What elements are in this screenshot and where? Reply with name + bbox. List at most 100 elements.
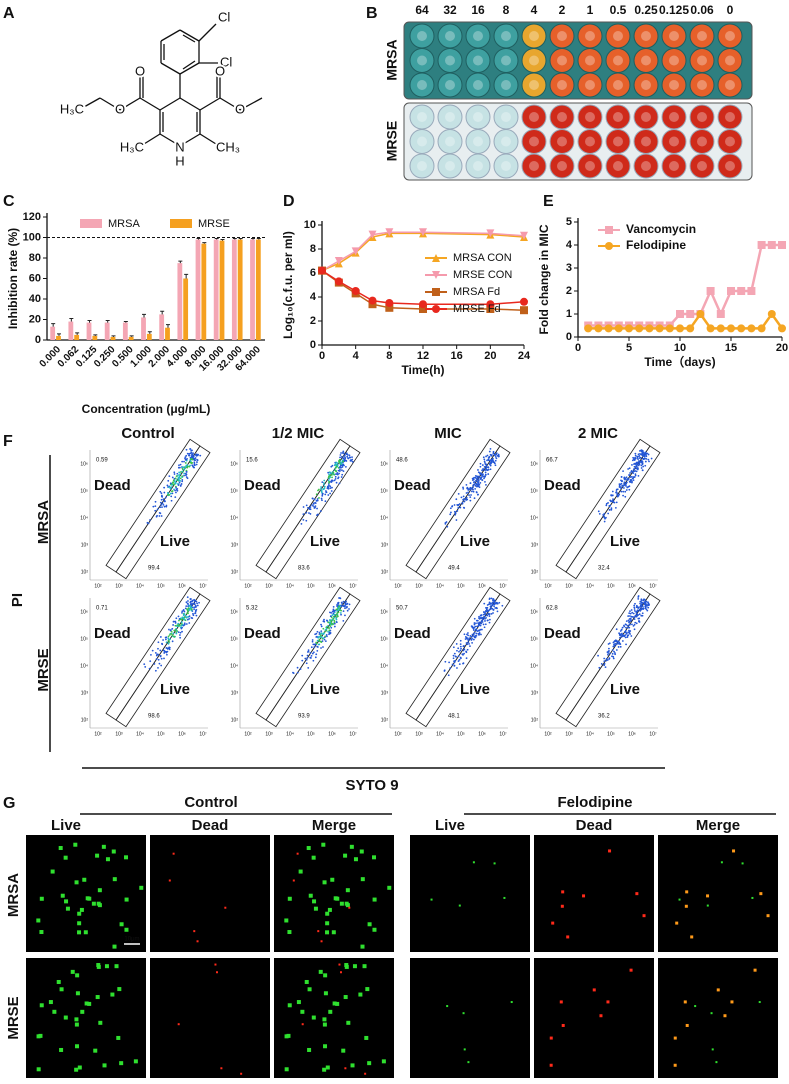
marker: [520, 306, 528, 315]
event-dot: [179, 473, 182, 476]
event-dot: [629, 619, 632, 622]
event-dot: [183, 618, 186, 621]
marker: [635, 324, 644, 333]
event-dot: [313, 646, 316, 648]
event-dot: [305, 658, 308, 661]
marker: [419, 305, 427, 313]
event-dot: [348, 603, 351, 606]
gate-dead: [265, 445, 361, 580]
flow-y-tick: 10²: [531, 717, 539, 723]
event-dot: [612, 655, 615, 658]
event-dot: [637, 598, 640, 600]
event-dot: [318, 631, 321, 634]
event-dot: [473, 617, 476, 620]
event-dot: [340, 476, 343, 478]
event-dot: [636, 467, 639, 470]
event-dot: [177, 476, 180, 479]
event-dot: [193, 464, 196, 467]
event-dot: [643, 601, 645, 604]
event-dot: [481, 621, 484, 623]
event-dot: [468, 494, 470, 497]
bar: [195, 239, 201, 340]
event-dot: [464, 636, 467, 638]
legend-marker: [432, 288, 440, 296]
live-cell: [105, 857, 110, 862]
event-dot: [187, 600, 189, 602]
event-dot: [463, 645, 465, 647]
event-dot: [603, 660, 606, 663]
event-dot: [634, 621, 637, 624]
gate-live: [255, 438, 351, 573]
event-dot: [315, 653, 318, 656]
live-cell: [304, 979, 309, 984]
event-dot: [472, 627, 475, 629]
live-cell: [36, 1067, 41, 1072]
event-dot: [634, 602, 636, 605]
event-dot: [612, 645, 615, 648]
bar: [237, 239, 243, 340]
dead-cell: [215, 971, 218, 974]
event-dot: [149, 660, 152, 663]
event-dot: [628, 467, 631, 470]
event-dot: [452, 654, 455, 657]
event-dot: [308, 508, 311, 511]
y-tick-label: 0: [35, 334, 41, 346]
event-dot: [185, 474, 187, 477]
dead-cell: [317, 930, 320, 933]
event-dot: [168, 641, 171, 643]
event-dot: [638, 463, 641, 466]
event-dot: [647, 458, 650, 461]
flow-y-tick: 10⁵: [380, 488, 388, 494]
event-dot: [614, 639, 616, 642]
flow-y-tick: 10⁴: [530, 663, 538, 669]
bar: [56, 335, 61, 340]
event-dot: [457, 660, 460, 662]
event-dot: [167, 639, 170, 642]
error-bar: [214, 238, 219, 240]
gate-label: Dead: [394, 625, 431, 642]
event-dot: [161, 643, 164, 646]
legend-label: Vancomycin: [626, 222, 696, 236]
event-dot: [179, 466, 181, 469]
event-dot: [489, 618, 491, 621]
bond: [179, 29, 200, 42]
event-dot: [490, 454, 493, 457]
marker: [614, 324, 623, 333]
live-cell: [372, 927, 377, 932]
y-axis-label: Inhibition rate (%): [6, 228, 20, 329]
event-dot: [171, 627, 174, 630]
event-dot: [318, 638, 321, 641]
event-dot: [632, 612, 635, 615]
event-dot: [613, 501, 616, 504]
event-dot: [349, 459, 352, 462]
event-dot: [327, 494, 330, 496]
live-cell: [467, 1061, 470, 1064]
event-dot: [322, 483, 325, 486]
event-dot: [484, 620, 486, 622]
event-dot: [325, 626, 328, 628]
event-dot: [630, 609, 633, 611]
bond: [182, 60, 196, 70]
well-center: [669, 80, 679, 90]
event-dot: [628, 612, 631, 615]
well-center: [725, 136, 735, 147]
well-center: [557, 161, 567, 171]
flow-x-tick: 10²: [94, 731, 102, 737]
y-tick-label: 4: [310, 291, 317, 303]
event-dot: [302, 506, 305, 508]
flow-y-tick: 10³: [381, 542, 389, 548]
event-dot: [338, 470, 341, 472]
dead-cell: [635, 892, 639, 896]
event-dot: [307, 667, 310, 669]
event-dot: [170, 495, 173, 498]
event-dot: [453, 510, 456, 513]
event-dot: [188, 615, 191, 618]
event-dot: [326, 635, 328, 638]
dead-cell: [706, 894, 710, 898]
event-dot: [325, 634, 328, 636]
well-center: [445, 31, 455, 41]
event-dot: [617, 646, 620, 648]
event-dot: [169, 629, 172, 631]
event-dot: [638, 613, 641, 616]
